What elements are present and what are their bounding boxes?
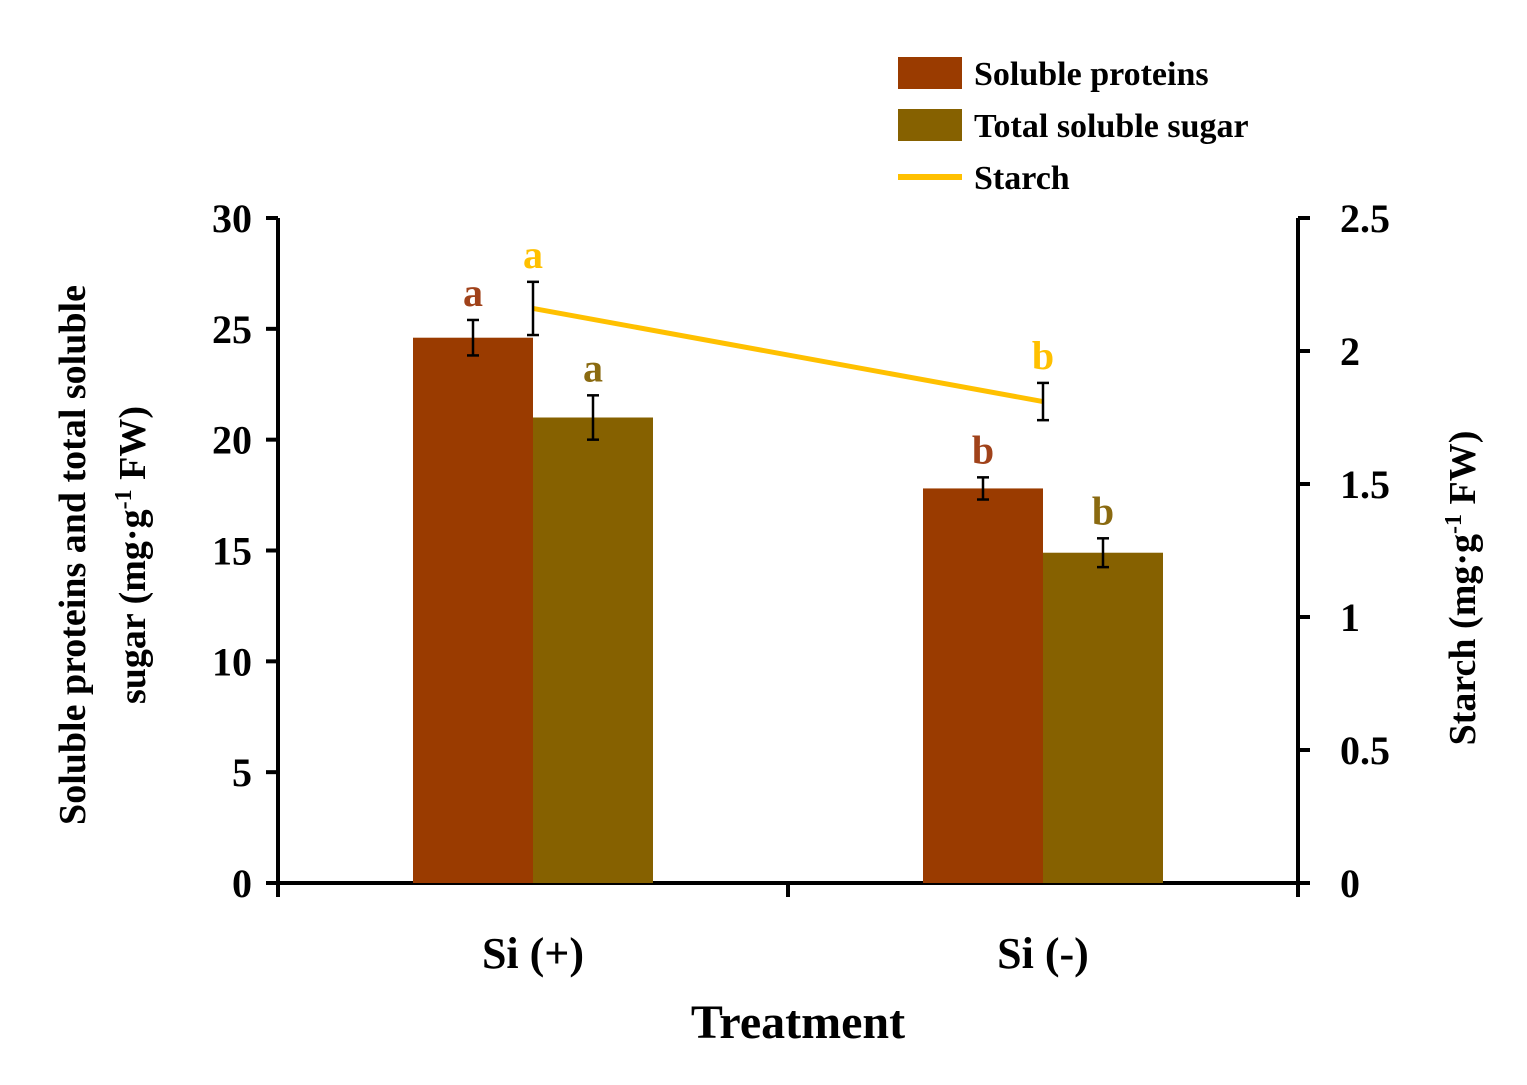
y-axis-right-title: Starch (mg·g-1 FW) [1441,431,1484,746]
line-series-0 [532,305,1044,404]
bar-0-1 [923,488,1043,883]
axis-titles: Treatment Soluble proteins and total sol… [52,285,1484,1049]
y-left-tick-label-6: 30 [212,196,252,241]
sig-letter-1-0: a [583,345,603,390]
bar-1-0 [533,417,653,883]
legend-label-2: Starch [974,160,1070,197]
y-axis-left-title-line2-post: FW) [112,406,154,489]
x-category-label-0: Si (+) [482,929,584,978]
ticks: 0 5 10 15 20 25 30 0 0.5 1 1.5 2 2.5 Si (+) Si (-) [212,196,1390,978]
y-axis-right-title-post: FW) [1442,431,1484,514]
bar-0-0 [413,337,533,883]
y-axis-left-title-line1: Soluble proteins and total soluble [52,285,94,825]
y-left-tick-label-3: 15 [212,529,252,574]
y-right-tick-label-0: 0 [1340,861,1360,906]
y-axis-right-title-sup: -1 [1441,514,1467,534]
legend: Soluble proteins Total soluble sugar Starc… [898,56,1249,197]
y-left-tick-label-4: 20 [212,418,252,463]
error-bars [467,280,1109,569]
x-category-label-1: Si (-) [997,929,1089,978]
y-right-tick-label-5: 2.5 [1340,196,1390,241]
y-left-tick-label-1: 5 [232,750,252,795]
x-axis-title: Treatment [691,996,905,1049]
y-axis-left-title-line2-pre: sugar (mg·g [112,509,154,704]
legend-label-0: Soluble proteins [974,56,1209,93]
y-left-tick-label-2: 10 [212,639,252,684]
significance-letters: a b a b a b [463,232,1114,533]
y-right-tick-label-4: 2 [1340,329,1360,374]
sig-letter-1-1: b [1092,488,1114,533]
sig-letter-0-1: b [972,427,994,472]
series-lines [532,305,1044,404]
legend-swatch-1 [898,109,962,141]
y-axis-left-title-sup: -1 [111,489,137,509]
y-left-tick-label-5: 25 [212,307,252,352]
y-axis-left-title-line2: sugar (mg·g-1 FW) [111,406,154,704]
line-sig-letter-0-1: b [1032,333,1054,378]
sig-letter-0-0: a [463,270,483,315]
bar-1-1 [1043,552,1163,883]
y-right-tick-label-3: 1.5 [1340,462,1390,507]
y-right-tick-label-2: 1 [1340,595,1360,640]
bars [413,337,1163,883]
y-right-tick-label-1: 0.5 [1340,728,1390,773]
legend-label-1: Total soluble sugar [974,108,1249,145]
y-left-tick-label-0: 0 [232,861,252,906]
y-axis-right-title-pre: Starch (mg·g [1442,534,1484,745]
legend-swatch-0 [898,57,962,89]
line-sig-letter-0-0: a [523,232,543,277]
